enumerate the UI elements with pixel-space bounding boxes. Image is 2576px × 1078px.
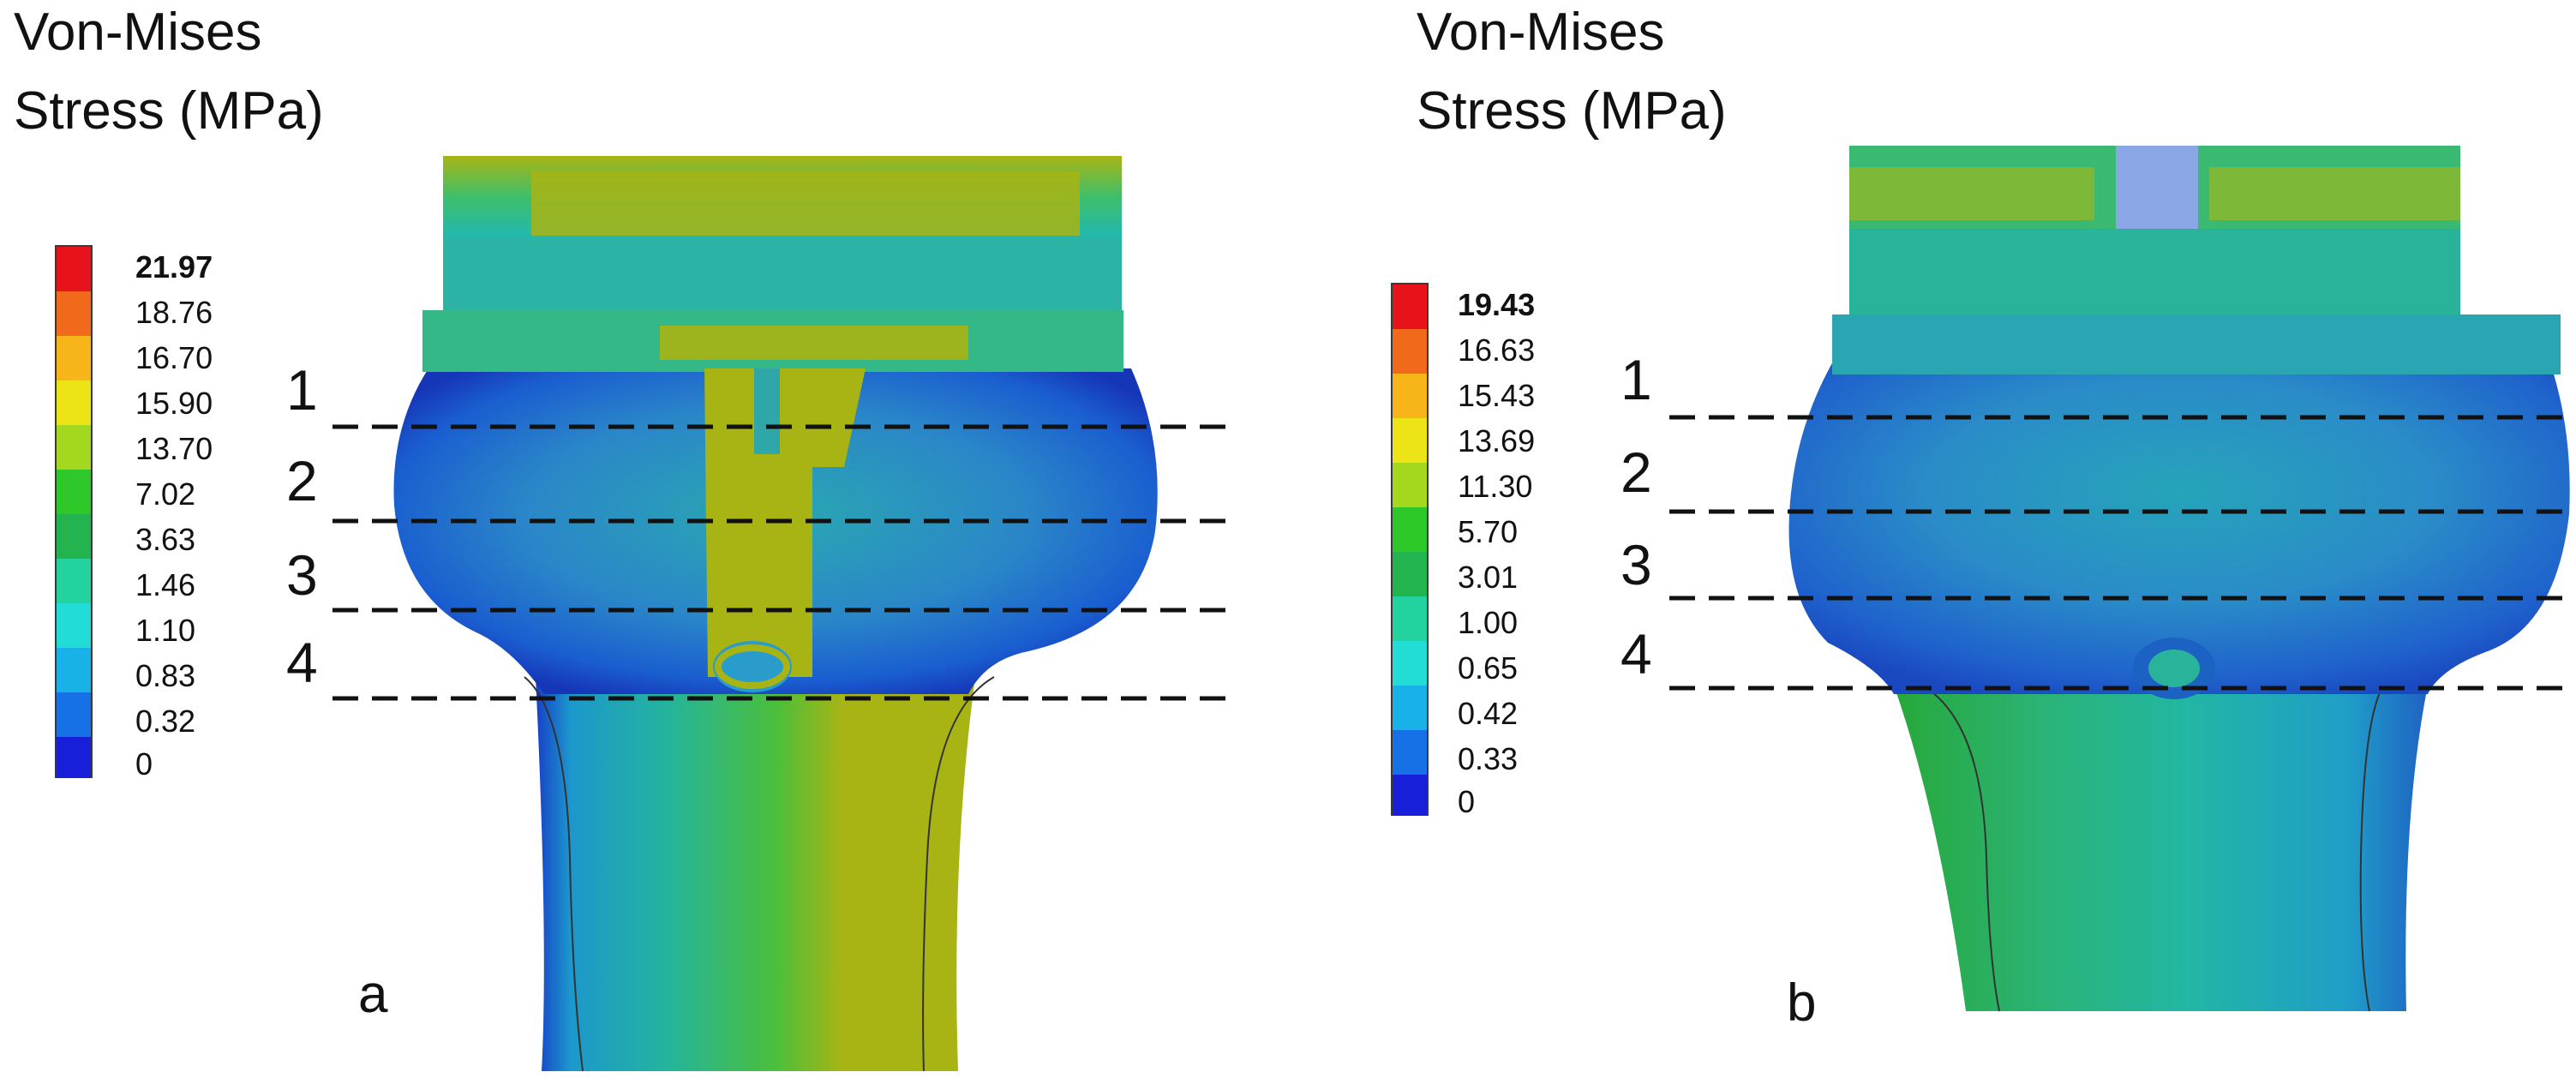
legend-swatch bbox=[1393, 463, 1427, 507]
legend-swatch bbox=[57, 692, 91, 737]
legend-swatch bbox=[57, 648, 91, 692]
model-stem-edge bbox=[1921, 685, 2000, 1012]
model-top-highlight bbox=[531, 171, 1080, 236]
section-label-4: 4 bbox=[286, 631, 318, 694]
section-label-2: 2 bbox=[1620, 440, 1652, 504]
legend-swatch bbox=[1393, 418, 1427, 463]
legend-swatch bbox=[1393, 686, 1427, 730]
model-stem-edge bbox=[922, 676, 995, 1072]
panel-letter: b bbox=[1787, 973, 1817, 1033]
panel-letter: a bbox=[358, 965, 388, 1024]
legend-swatch bbox=[1393, 329, 1427, 374]
legend-swatch bbox=[57, 737, 91, 778]
color-legend: 21.97 18.76 16.70 15.90 13.70 7.02 3.63 … bbox=[55, 245, 261, 780]
legend-swatch bbox=[57, 336, 91, 380]
legend-label: 11.30 bbox=[1458, 469, 1533, 504]
legend-title: Von-Mises Stress (MPa) bbox=[14, 0, 324, 151]
title-line-1: Von-Mises bbox=[14, 3, 262, 62]
legend-swatch bbox=[1393, 552, 1427, 596]
legend-label: 0 bbox=[1458, 784, 1476, 819]
legend-label: 1.46 bbox=[135, 567, 196, 602]
model-top-slot bbox=[2116, 146, 2198, 229]
legend-swatch bbox=[57, 559, 91, 603]
model-stem bbox=[1894, 686, 2428, 1011]
legend-swatch bbox=[57, 291, 91, 336]
model-upper-band bbox=[1832, 314, 2561, 374]
legend-label: 16.63 bbox=[1458, 332, 1536, 368]
legend-label-max: 19.43 bbox=[1458, 287, 1536, 322]
legend-label-max: 21.97 bbox=[135, 249, 213, 284]
legend-swatch bbox=[57, 470, 91, 514]
model-stem-edge bbox=[524, 676, 584, 1072]
legend-color-bar bbox=[55, 245, 93, 778]
legend-swatch bbox=[57, 603, 91, 648]
legend-swatch bbox=[57, 425, 91, 470]
model-top-band bbox=[443, 237, 1122, 310]
legend-swatch bbox=[1393, 730, 1427, 775]
model-pocket-rim bbox=[715, 644, 790, 689]
title-line-1: Von-Mises bbox=[1417, 3, 1665, 62]
model-t-insert bbox=[754, 368, 780, 454]
legend-label: 0.32 bbox=[135, 704, 196, 739]
section-label-3: 3 bbox=[286, 543, 318, 607]
legend-swatch bbox=[57, 514, 91, 559]
section-label-1: 1 bbox=[286, 358, 318, 422]
legend-color-bar bbox=[1391, 283, 1429, 816]
title-line-2: Stress (MPa) bbox=[14, 81, 324, 141]
panel-b: Von-Mises Stress (MPa) 19.43 16.63 15.43… bbox=[1288, 0, 2576, 1078]
model-stem bbox=[536, 677, 975, 1071]
legend-label: 0 bbox=[135, 746, 153, 782]
legend-label: 0.42 bbox=[1458, 696, 1519, 731]
legend-title: Von-Mises Stress (MPa) bbox=[1417, 0, 1727, 151]
legend-label: 1.10 bbox=[135, 613, 196, 648]
stress-contour-model-b bbox=[1669, 146, 2576, 1012]
title-line-2: Stress (MPa) bbox=[1417, 81, 1727, 141]
color-legend: 19.43 16.63 15.43 13.69 11.30 5.70 3.01 … bbox=[1391, 283, 1597, 817]
legend-label: 16.70 bbox=[135, 340, 213, 375]
model-bulb bbox=[1788, 356, 2570, 694]
legend-swatch bbox=[1393, 374, 1427, 418]
legend-label: 7.02 bbox=[135, 476, 196, 512]
legend-label: 5.70 bbox=[1458, 514, 1519, 549]
legend-label: 18.76 bbox=[135, 295, 213, 330]
section-label-1: 1 bbox=[1620, 348, 1652, 411]
model-stem-edge bbox=[2359, 685, 2384, 1012]
section-label-4: 4 bbox=[1620, 622, 1652, 686]
section-label-2: 2 bbox=[286, 449, 318, 512]
stress-contour-model-a bbox=[332, 156, 1234, 1072]
legend-label: 15.90 bbox=[135, 386, 213, 421]
legend-swatch bbox=[57, 380, 91, 425]
model-pocket-rim bbox=[2148, 650, 2200, 687]
model-top-highlight bbox=[660, 326, 968, 360]
legend-swatch bbox=[57, 247, 91, 291]
panel-a: Von-Mises Stress (MPa) 21.97 18.76 16.70… bbox=[14, 0, 1234, 1072]
legend-swatch bbox=[1393, 775, 1427, 816]
legend-label: 15.43 bbox=[1458, 378, 1536, 413]
legend-label: 13.69 bbox=[1458, 423, 1536, 458]
legend-swatch bbox=[1393, 596, 1427, 641]
legend-swatch bbox=[1393, 641, 1427, 686]
legend-label: 0.33 bbox=[1458, 741, 1519, 776]
model-top-highlight bbox=[1849, 167, 2094, 220]
legend-label: 0.65 bbox=[1458, 650, 1519, 686]
section-label-3: 3 bbox=[1620, 533, 1652, 596]
legend-swatch bbox=[1393, 507, 1427, 552]
legend-label: 1.00 bbox=[1458, 605, 1519, 640]
legend-label: 3.01 bbox=[1458, 560, 1519, 595]
model-top-highlight bbox=[2209, 167, 2460, 220]
legend-label: 0.83 bbox=[135, 658, 196, 693]
legend-label: 3.63 bbox=[135, 522, 196, 557]
legend-label: 13.70 bbox=[135, 431, 213, 466]
legend-swatch bbox=[1393, 284, 1427, 329]
